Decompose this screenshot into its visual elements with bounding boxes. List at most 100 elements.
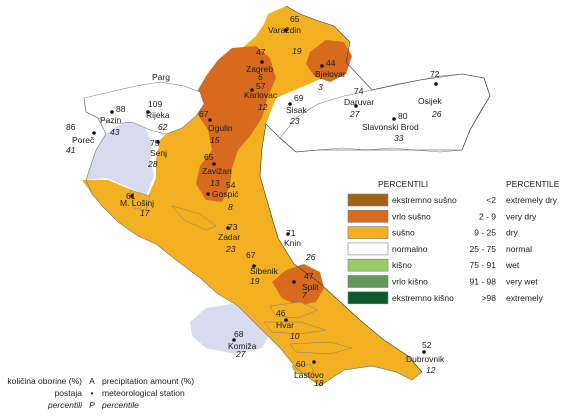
legend-label-en: dry (506, 228, 519, 238)
legend-item: ekstremno kišno >98 extremely (347, 291, 544, 305)
key-row: postaja • meteorological station (55, 388, 185, 398)
station-name: Zavižan (202, 166, 232, 176)
station-percentile: 26 (305, 252, 316, 262)
station-marker (312, 360, 316, 364)
legend-label-en: extremely dry (506, 195, 558, 205)
station-name: Bjelovar (315, 69, 346, 79)
station-marker (288, 102, 292, 106)
station-name: Slavonski Brod (362, 122, 419, 132)
coastline (83, 97, 423, 387)
station-marker (320, 64, 324, 68)
station-amount: 67 (246, 250, 256, 260)
station-percentile: 7 (302, 290, 307, 300)
station-percentile: 15 (210, 135, 220, 145)
legend-label-en: very wet (506, 277, 538, 287)
station-zavizan: 65 Zavižan 13 (202, 152, 232, 188)
station-amount: 65 (204, 152, 214, 162)
station-name: Zagreb (246, 64, 273, 74)
island-losinj (129, 189, 151, 211)
station-name: Dubrovnik (406, 354, 445, 364)
station-marker (392, 117, 396, 121)
station-marker (212, 162, 216, 166)
station-marker (226, 226, 230, 230)
station-percentile: 19 (292, 46, 302, 56)
station-osijek: 72 Osijek 26 (418, 69, 442, 119)
station-marker (110, 110, 114, 114)
legend-label-en: very dry (506, 211, 537, 221)
legend-label-en: wet (505, 260, 520, 270)
legend-swatch (347, 210, 389, 223)
station-percentile: 18 (314, 378, 324, 388)
station-marker (286, 232, 290, 236)
region-dry (82, 6, 422, 386)
station-percentile: 12 (258, 102, 268, 112)
station-marker (292, 280, 296, 284)
legend-label-hr: vrlo kišno (392, 277, 428, 287)
legend-item: ekstremno sušno <2 extremely dry (347, 193, 558, 207)
station-amount: 65 (290, 14, 300, 24)
stations-layer: 65Varaždin1947Zagreb644Bjelovar357Karlov… (66, 14, 445, 388)
station-marker (146, 110, 150, 114)
station-name: Split (302, 282, 319, 292)
station-amount: 67 (199, 109, 209, 119)
key-symbol: • (91, 388, 94, 398)
legend-label-hr: ekstremno kišno (392, 293, 454, 303)
legend-label-hr: ekstremno sušno (392, 195, 457, 205)
station-marker (284, 28, 288, 32)
station-percentile: 43 (110, 127, 120, 137)
station-amount: 74 (354, 86, 364, 96)
station-name: Senj (150, 148, 167, 158)
station-marker (250, 88, 254, 92)
station-name: Varaždin (268, 25, 301, 35)
station-percentile: 3 (318, 82, 323, 92)
legend-label-en: extremely (506, 293, 544, 303)
station-marker (206, 192, 210, 196)
legend-swatch (347, 291, 389, 305)
station-amount: 88 (116, 104, 126, 114)
station-amount: 54 (226, 180, 236, 190)
legend-item: normalno 25 - 75 normal (347, 242, 532, 256)
station-amount: 109 (148, 99, 162, 109)
station-name: Gospić (212, 189, 239, 199)
legend-title-en: PERCENTILE (506, 179, 560, 189)
legend-range: 91 - 98 (470, 277, 497, 287)
station-name: Sisak (286, 105, 308, 115)
legend-item: vrlo kišno 91 - 98 very wet (347, 275, 538, 288)
legend-range: 9 - 25 (474, 228, 496, 238)
station-amount: 86 (66, 122, 76, 132)
legend-label-hr: sušno (392, 228, 415, 238)
station-name: Karlovac (244, 90, 278, 100)
station-amount: 52 (422, 340, 432, 350)
legend-item: kišno 75 - 91 wet (347, 258, 520, 272)
island-pag (171, 205, 217, 231)
legend-item: vrlo sušno 2 - 9 very dry (347, 210, 537, 223)
station-percentile: 23 (289, 116, 300, 126)
legend-label-hr: vrlo sušno (392, 211, 431, 221)
region-normal-northwest (83, 81, 205, 135)
legend-swatch (347, 258, 389, 272)
station-marker (354, 104, 358, 108)
station-percentile: 6 (258, 72, 263, 82)
legend-range: 2 - 9 (479, 211, 496, 221)
station-percentile: 19 (250, 276, 260, 286)
station-amount: 71 (286, 228, 296, 238)
inland-border (259, 5, 491, 373)
station-name: Osijek (418, 96, 442, 106)
station-name: Komiža (228, 341, 257, 351)
region-very-dry-split (272, 264, 324, 306)
station-marker (208, 118, 212, 122)
